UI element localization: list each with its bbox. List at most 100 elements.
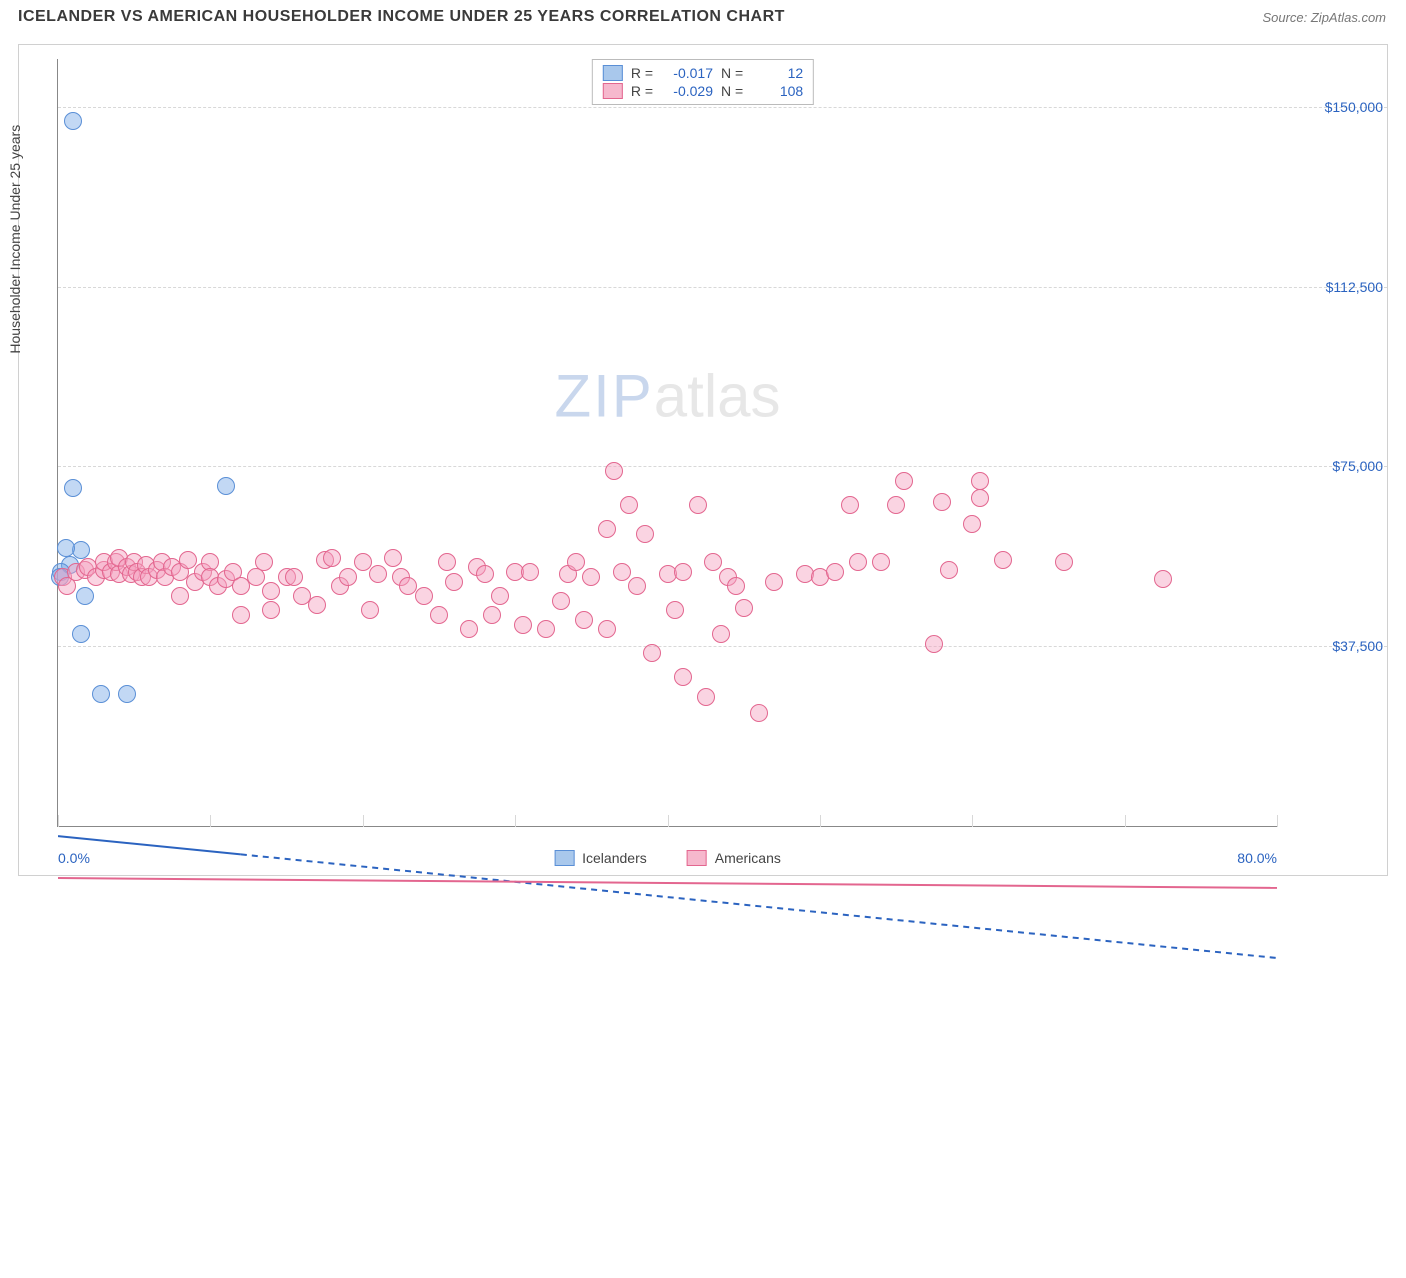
scatter-point bbox=[940, 561, 958, 579]
scatter-point bbox=[582, 568, 600, 586]
scatter-point bbox=[491, 587, 509, 605]
scatter-point bbox=[92, 685, 110, 703]
scatter-point bbox=[285, 568, 303, 586]
scatter-point bbox=[179, 551, 197, 569]
scatter-point bbox=[64, 112, 82, 130]
scatter-point bbox=[361, 601, 379, 619]
stat-label-n: N = bbox=[721, 83, 743, 99]
scatter-point bbox=[887, 496, 905, 514]
scatter-point bbox=[971, 472, 989, 490]
y-axis-label: Householder Income Under 25 years bbox=[7, 125, 23, 354]
y-tick-label: $150,000 bbox=[1283, 99, 1383, 115]
gridline-h bbox=[58, 107, 1387, 108]
scatter-point bbox=[438, 553, 456, 571]
scatter-point bbox=[849, 553, 867, 571]
x-tick-mark bbox=[1125, 815, 1126, 827]
scatter-point bbox=[483, 606, 501, 624]
stats-box: R = -0.017 N = 12 R = -0.029 N = 108 bbox=[592, 59, 814, 105]
x-tick-mark bbox=[668, 815, 669, 827]
x-tick-mark bbox=[972, 815, 973, 827]
scatter-point bbox=[826, 563, 844, 581]
gridline-h bbox=[58, 466, 1387, 467]
scatter-point bbox=[674, 668, 692, 686]
scatter-point bbox=[308, 596, 326, 614]
chart-container: Householder Income Under 25 years ZIPatl… bbox=[18, 44, 1388, 876]
scatter-point bbox=[750, 704, 768, 722]
scatter-point bbox=[933, 493, 951, 511]
chart-title: ICELANDER VS AMERICAN HOUSEHOLDER INCOME… bbox=[18, 8, 785, 26]
chart-source: Source: ZipAtlas.com bbox=[1262, 10, 1386, 25]
scatter-point bbox=[445, 573, 463, 591]
scatter-point bbox=[994, 551, 1012, 569]
scatter-point bbox=[963, 515, 981, 533]
scatter-point bbox=[339, 568, 357, 586]
x-tick-mark bbox=[515, 815, 516, 827]
scatter-point bbox=[476, 565, 494, 583]
scatter-point bbox=[735, 599, 753, 617]
scatter-point bbox=[598, 520, 616, 538]
x-tick-label: 80.0% bbox=[1237, 850, 1277, 866]
scatter-point bbox=[217, 477, 235, 495]
scatter-point bbox=[841, 496, 859, 514]
scatter-point bbox=[636, 525, 654, 543]
legend-item: Icelanders bbox=[554, 850, 647, 866]
scatter-point bbox=[262, 601, 280, 619]
scatter-point bbox=[232, 606, 250, 624]
scatter-point bbox=[64, 479, 82, 497]
chart-header: ICELANDER VS AMERICAN HOUSEHOLDER INCOME… bbox=[0, 0, 1406, 30]
x-tick-mark bbox=[210, 815, 211, 827]
scatter-point bbox=[323, 549, 341, 567]
scatter-point bbox=[415, 587, 433, 605]
stat-value-r: -0.029 bbox=[661, 83, 713, 99]
scatter-point bbox=[689, 496, 707, 514]
y-tick-label: $112,500 bbox=[1283, 279, 1383, 295]
scatter-point bbox=[643, 644, 661, 662]
scatter-point bbox=[521, 563, 539, 581]
legend-swatch bbox=[603, 65, 623, 81]
scatter-point bbox=[872, 553, 890, 571]
scatter-point bbox=[697, 688, 715, 706]
legend-label: Icelanders bbox=[582, 850, 647, 866]
scatter-point bbox=[552, 592, 570, 610]
scatter-point bbox=[118, 685, 136, 703]
scatter-point bbox=[674, 563, 692, 581]
x-tick-mark bbox=[363, 815, 364, 827]
scatter-point bbox=[567, 553, 585, 571]
stats-row: R = -0.029 N = 108 bbox=[603, 82, 803, 100]
scatter-point bbox=[537, 620, 555, 638]
stat-label-r: R = bbox=[631, 83, 653, 99]
legend-item: Americans bbox=[687, 850, 781, 866]
trend-line-solid bbox=[58, 878, 1277, 888]
x-tick-label: 0.0% bbox=[58, 850, 90, 866]
x-tick-mark bbox=[1277, 815, 1278, 827]
stat-value-n: 108 bbox=[751, 83, 803, 99]
watermark: ZIPatlas bbox=[554, 362, 780, 431]
scatter-point bbox=[666, 601, 684, 619]
scatter-point bbox=[628, 577, 646, 595]
plot-area: ZIPatlas $37,500$75,000$112,500$150,0000… bbox=[57, 59, 1277, 827]
scatter-point bbox=[72, 625, 90, 643]
y-tick-label: $37,500 bbox=[1283, 638, 1383, 654]
scatter-point bbox=[727, 577, 745, 595]
scatter-point bbox=[262, 582, 280, 600]
trend-line-dashed bbox=[241, 854, 1277, 958]
scatter-point bbox=[430, 606, 448, 624]
x-tick-mark bbox=[58, 815, 59, 827]
gridline-h bbox=[58, 646, 1387, 647]
stat-value-r: -0.017 bbox=[661, 65, 713, 81]
scatter-point bbox=[605, 462, 623, 480]
scatter-point bbox=[712, 625, 730, 643]
scatter-point bbox=[255, 553, 273, 571]
scatter-point bbox=[354, 553, 372, 571]
scatter-point bbox=[76, 587, 94, 605]
scatter-point bbox=[1055, 553, 1073, 571]
scatter-point bbox=[971, 489, 989, 507]
stat-label-r: R = bbox=[631, 65, 653, 81]
stat-label-n: N = bbox=[721, 65, 743, 81]
watermark-zip: ZIP bbox=[554, 363, 653, 430]
scatter-point bbox=[575, 611, 593, 629]
scatter-point bbox=[1154, 570, 1172, 588]
scatter-point bbox=[384, 549, 402, 567]
legend-label: Americans bbox=[715, 850, 781, 866]
stat-value-n: 12 bbox=[751, 65, 803, 81]
